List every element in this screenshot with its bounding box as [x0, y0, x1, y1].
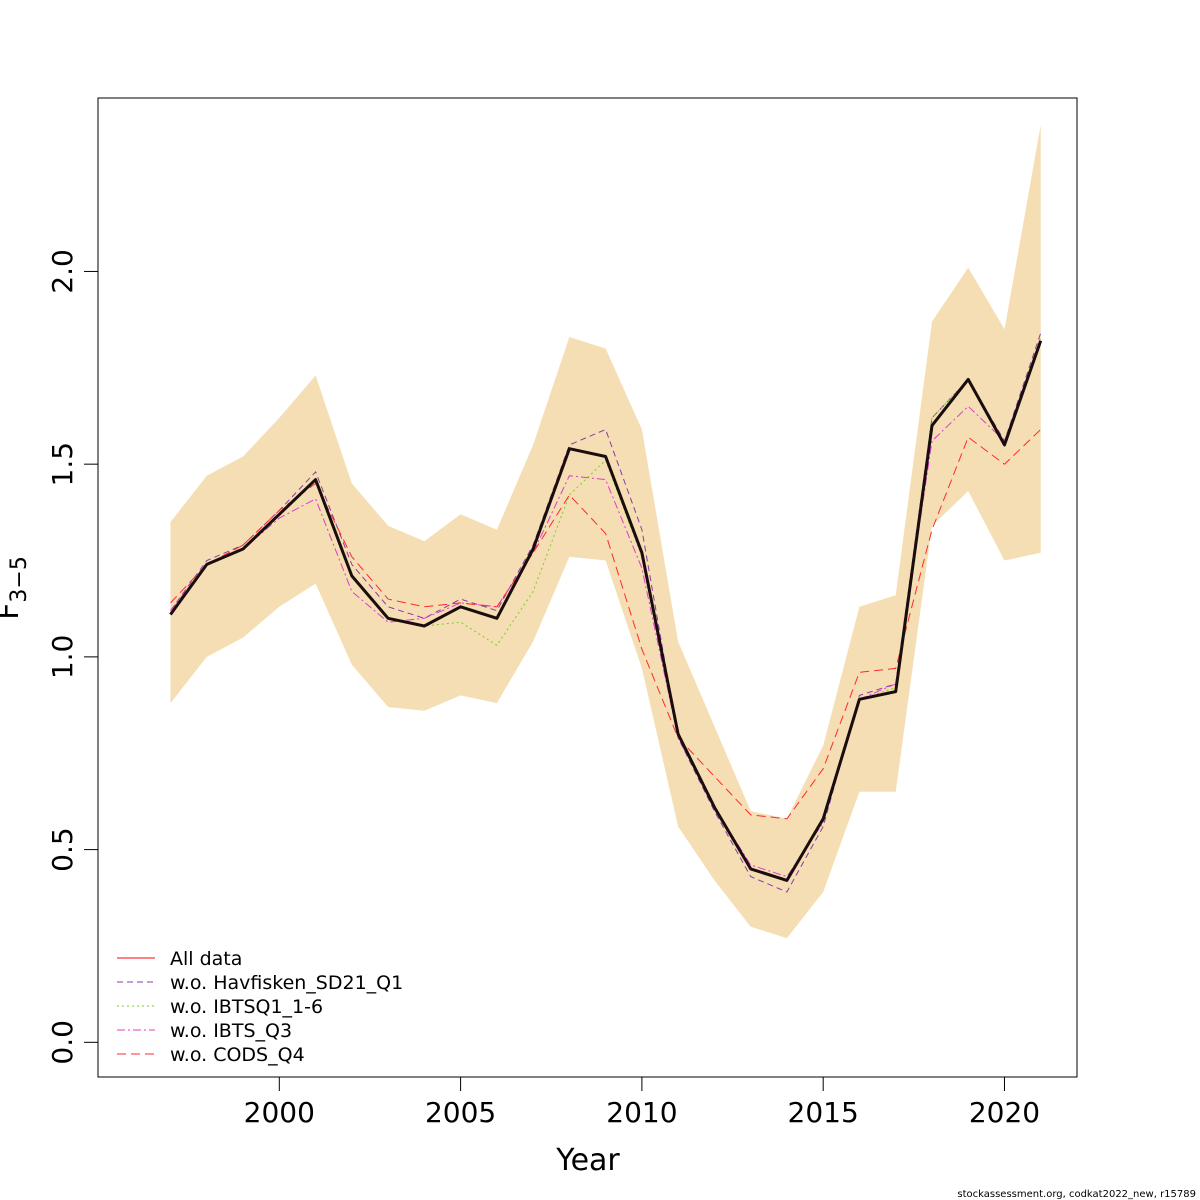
y-tick-label: 2.0 — [46, 249, 79, 294]
legend-label: w.o. IBTSQ1_1-6 — [170, 996, 323, 1018]
x-tick-label: 2010 — [606, 1096, 677, 1129]
legend-item-all-data: All data — [117, 948, 242, 970]
confidence-band — [170, 125, 1041, 939]
svg-text:F3−5: F3−5 — [0, 556, 32, 620]
legend-item-w-o-ibtsq1-1-6: w.o. IBTSQ1_1-6 — [117, 996, 323, 1018]
x-axis: 2000 2005 2010 2015 2020 — [244, 1076, 1040, 1129]
y-tick-label: 0.5 — [46, 827, 79, 872]
y-axis-title-main: F — [0, 603, 26, 620]
legend-item-w-o-ibts-q3: w.o. IBTS_Q3 — [117, 1020, 292, 1042]
main-line-layer — [169, 340, 1043, 882]
y-axis: 0.0 0.5 1.0 1.5 2.0 — [46, 249, 99, 1065]
legend-label: All data — [170, 948, 242, 970]
x-tick-label: 2020 — [969, 1096, 1040, 1129]
confidence-band-layer — [170, 125, 1041, 939]
x-tick-label: 2015 — [788, 1096, 859, 1129]
legend-label: w.o. Havfisken_SD21_Q1 — [170, 972, 403, 994]
y-axis-title: F3−5 — [0, 556, 32, 620]
footer-text: stockassessment.org, codkat2022_new, r15… — [957, 1189, 1196, 1200]
x-tick-label: 2005 — [425, 1096, 496, 1129]
y-tick-label: 1.0 — [46, 635, 79, 680]
legend-label: w.o. IBTS_Q3 — [170, 1020, 292, 1042]
y-tick-label: 0.0 — [46, 1020, 79, 1065]
y-axis-title-subscript: 3−5 — [7, 556, 32, 602]
legend-item-w-o-havfisken-sd21-q1: w.o. Havfisken_SD21_Q1 — [117, 972, 403, 994]
legend-item-w-o-cods-q4: w.o. CODS_Q4 — [117, 1044, 305, 1066]
x-axis-title: Year — [555, 1143, 620, 1178]
main-estimate-line — [169, 340, 1043, 882]
legend-label: w.o. CODS_Q4 — [170, 1044, 305, 1066]
x-tick-label: 2000 — [244, 1096, 315, 1129]
y-tick-label: 1.5 — [46, 442, 79, 487]
